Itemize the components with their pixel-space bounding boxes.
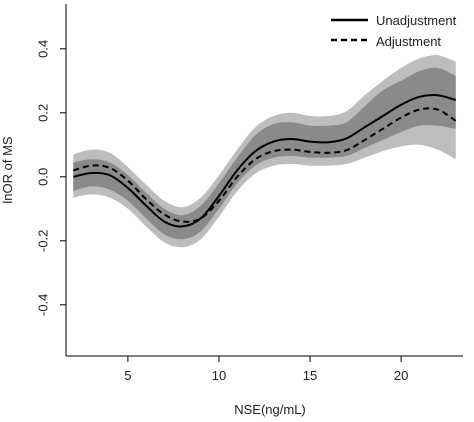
confidence-band-inner [73, 67, 456, 240]
plot-area [73, 55, 457, 248]
x-axis-title: NSE(ng/mL) [234, 402, 306, 417]
y-tick-label: 0.2 [35, 104, 50, 122]
axes: 5 10 15 20 -0.4 -0.2 0.0 0.2 0.4 [35, 4, 463, 383]
x-tick-label: 20 [394, 368, 408, 383]
y-tick-label: -0.4 [35, 294, 50, 316]
series-line-adjustment [73, 107, 457, 223]
x-tick-label: 15 [303, 368, 317, 383]
legend: Unadjustment Adjustment [331, 13, 457, 49]
y-tick-label: 0.4 [35, 40, 50, 58]
x-tick-label: 10 [212, 368, 226, 383]
legend-label-adjustment: Adjustment [376, 34, 441, 49]
legend-label-unadjustment: Unadjustment [376, 13, 457, 28]
y-tick-label: -0.2 [35, 230, 50, 252]
x-tick-label: 5 [124, 368, 131, 383]
y-tick-label: 0.0 [35, 168, 50, 186]
y-axis-title: lnOR of MS [0, 136, 15, 204]
series-line-unadjustment [73, 94, 456, 228]
